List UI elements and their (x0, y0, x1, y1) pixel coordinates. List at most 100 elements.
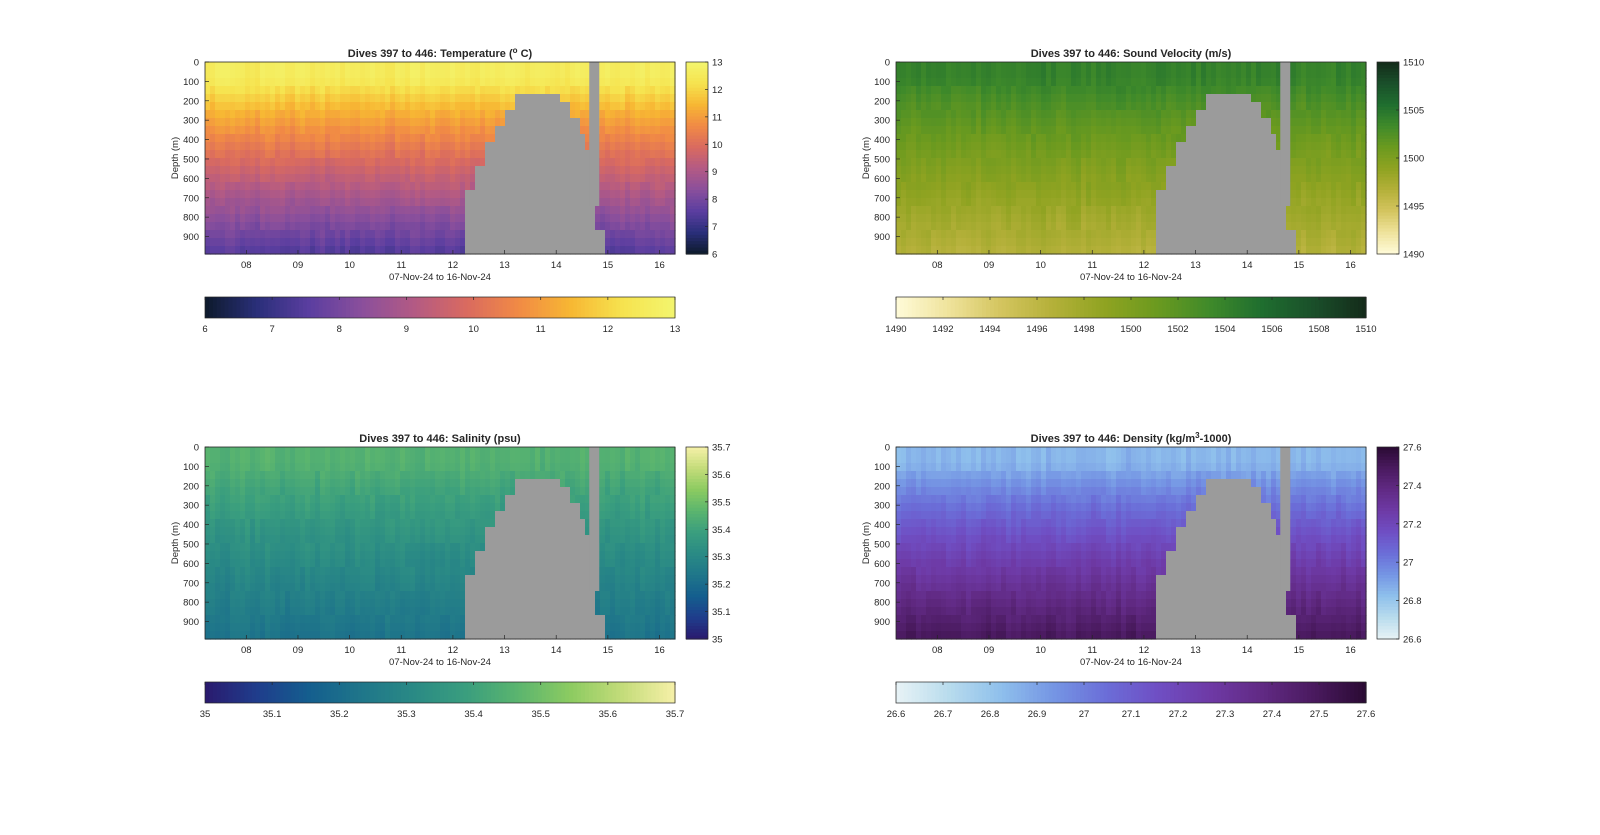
sound-velocity-cell (1266, 150, 1272, 159)
temperature-cell (620, 174, 626, 183)
temperature-cell (530, 94, 536, 103)
sound-velocity-cell (1226, 166, 1232, 175)
sound-velocity-cell (921, 102, 927, 111)
sound-velocity-cell (1316, 86, 1322, 95)
temperature-cell (520, 94, 526, 103)
temperature-cell (440, 190, 446, 199)
sound-velocity-cell (1036, 198, 1042, 207)
temperature-cell (305, 158, 311, 167)
temperature-cell (615, 166, 621, 175)
temperature-cell (480, 158, 486, 167)
sound-velocity-cell (1071, 142, 1077, 151)
temperature-cell (340, 78, 346, 87)
temperature-cell (410, 142, 416, 151)
temperature-cell (380, 206, 386, 215)
sound-velocity-cell (1026, 62, 1032, 71)
temperature-cell (530, 246, 536, 255)
sound-velocity-cell (1181, 230, 1187, 239)
sound-velocity-cell (1181, 126, 1187, 135)
sound-velocity-cell (936, 142, 942, 151)
temperature-cell (620, 78, 626, 87)
sound-velocity-cell (1191, 174, 1197, 183)
sound-velocity-cell (1081, 134, 1087, 143)
sound-velocity-cell (1071, 206, 1077, 215)
sound-velocity-cell (1246, 62, 1252, 71)
temperature-cell (625, 70, 631, 79)
sound-velocity-cell (1106, 158, 1112, 167)
temperature-cell (430, 182, 436, 191)
temperature-cell (330, 78, 336, 87)
temperature-cell (445, 214, 451, 223)
sound-velocity-cell (951, 222, 957, 231)
sound-velocity-cell (1296, 118, 1302, 127)
sound-velocity-cell (971, 222, 977, 231)
temperature-cell (405, 126, 411, 135)
temperature-cell (460, 134, 466, 143)
temperature-cell (220, 126, 226, 135)
temperature-cell (395, 238, 401, 247)
sound-velocity-cell (1021, 222, 1027, 231)
temperature-cell (280, 246, 286, 255)
temperature-cell (650, 190, 656, 199)
sound-velocity-cell (1226, 222, 1232, 231)
temperature-hcbar-segment (287, 297, 292, 318)
sound-velocity-cell (1326, 190, 1332, 199)
sound-velocity-cell (1216, 142, 1222, 151)
sound-velocity-cell (936, 238, 942, 247)
sound-velocity-hcbar-segment (1021, 297, 1026, 318)
sound-velocity-cell (1301, 126, 1307, 135)
sound-velocity-cell (901, 214, 907, 223)
sound-velocity-cell (1291, 182, 1297, 191)
sound-velocity-cell (1206, 70, 1212, 79)
sound-velocity-cell (1036, 150, 1042, 159)
temperature-cell (495, 246, 501, 255)
sound-velocity-cell (1196, 110, 1202, 119)
sound-velocity-cell (941, 238, 947, 247)
temperature-cell (210, 126, 216, 135)
temperature-cell (405, 86, 411, 95)
temperature-cell (360, 150, 366, 159)
temperature-cell (435, 158, 441, 167)
temperature-cell (355, 222, 361, 231)
temperature-hcbar-segment (295, 297, 300, 318)
sound-velocity-cell (1266, 198, 1272, 207)
sound-velocity-cell (1331, 166, 1337, 175)
sound-velocity-cell (1246, 126, 1252, 135)
temperature-cell (355, 78, 361, 87)
temperature-cell (660, 238, 666, 247)
temperature-cell (310, 246, 316, 255)
sound-velocity-cell (1346, 166, 1352, 175)
sound-velocity-cell (1011, 126, 1017, 135)
sound-velocity-cell (1066, 86, 1072, 95)
temperature-cell (330, 110, 336, 119)
temperature-cell (625, 198, 631, 207)
temperature-cell (405, 102, 411, 111)
temperature-cell (460, 206, 466, 215)
temperature-cell (360, 110, 366, 119)
sound-velocity-cell (1171, 166, 1177, 175)
sound-velocity-cell (1026, 126, 1032, 135)
sound-velocity-cell (1236, 94, 1242, 103)
sound-velocity-cell (1151, 102, 1157, 111)
temperature-cell (320, 150, 326, 159)
sound-velocity-heatmap (896, 62, 1367, 255)
sound-velocity-cell (1271, 206, 1277, 215)
temperature-hcbar-segment (381, 297, 386, 318)
sound-velocity-cell (1346, 222, 1352, 231)
temperature-cell (290, 214, 296, 223)
sound-velocity-cell (1036, 70, 1042, 79)
sound-velocity-cell (906, 142, 912, 151)
temperature-cell (495, 134, 501, 143)
sound-velocity-cell (936, 86, 942, 95)
temperature-cell (490, 86, 496, 95)
sound-velocity-cell (901, 222, 907, 231)
temperature-cell (645, 174, 651, 183)
temperature-hcbar-segment (272, 297, 277, 318)
temperature-cell (615, 182, 621, 191)
temperature-cell (625, 158, 631, 167)
temperature-cell (490, 102, 496, 111)
sound-velocity-cell (1311, 78, 1317, 87)
temperature-cell (510, 126, 516, 135)
temperature-cell (275, 174, 281, 183)
sound-velocity-cell (1191, 166, 1197, 175)
